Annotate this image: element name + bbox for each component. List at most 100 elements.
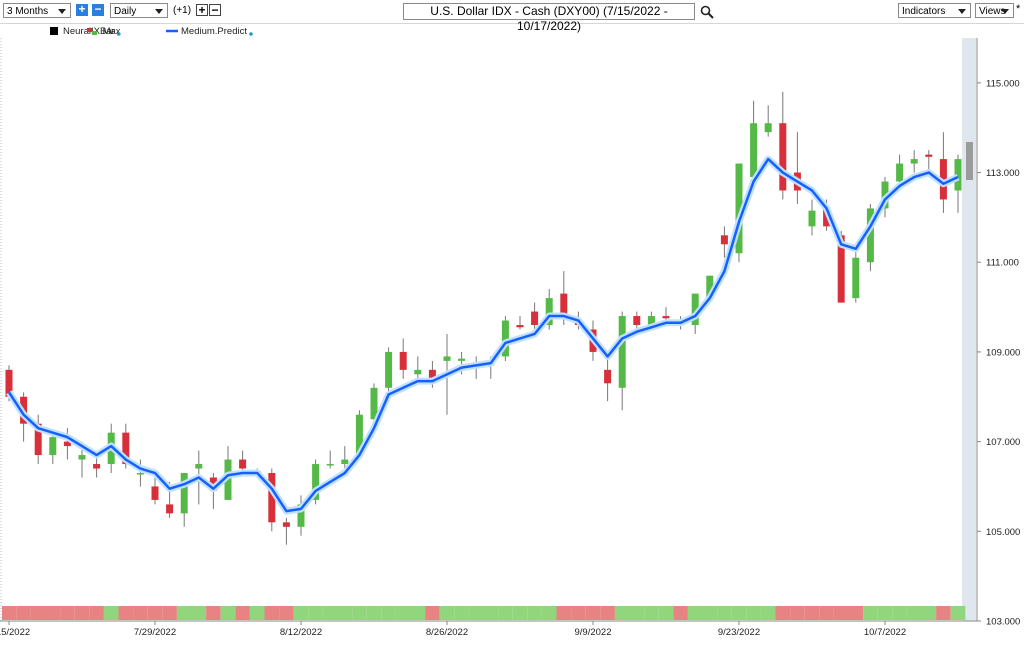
signal-cell	[454, 606, 469, 620]
candle-body	[414, 369, 422, 375]
candle-body	[443, 356, 451, 361]
signal-cell	[629, 606, 645, 620]
candle-body	[93, 464, 101, 469]
x-tick-label: 10/7/2022	[864, 627, 906, 638]
scroll-area	[962, 38, 976, 621]
signal-cell	[366, 606, 382, 620]
x-tick-label: 9/23/2022	[718, 627, 760, 638]
candle-body	[647, 316, 655, 326]
signal-cell	[293, 606, 309, 620]
signal-cell	[950, 606, 966, 620]
signal-cell	[600, 606, 615, 620]
signal-cell	[804, 606, 820, 620]
candle-body	[49, 437, 57, 456]
y-tick-label: 111.000	[986, 258, 1019, 269]
y-tick-label: 103.000	[986, 617, 1020, 628]
candle-body	[604, 369, 612, 384]
legend-dot	[116, 32, 121, 36]
signal-cell	[162, 606, 177, 620]
signal-cell	[2, 606, 17, 620]
offset-plus[interactable]: +	[196, 4, 208, 16]
candle-body	[925, 154, 933, 157]
candle-body	[458, 358, 466, 361]
candle-body	[896, 163, 904, 182]
signal-cell	[906, 606, 922, 620]
legend-label: Bar	[100, 26, 115, 37]
x-tick-label: 8/12/2022	[280, 627, 322, 638]
candle-body	[764, 123, 772, 133]
candle-body	[837, 235, 845, 303]
candle-body	[531, 311, 539, 326]
candle-body	[355, 414, 363, 456]
candle-body	[852, 257, 860, 299]
x-tick-label: 9/9/2022	[575, 627, 612, 638]
signal-cell	[468, 606, 484, 620]
candle-body	[78, 455, 86, 460]
signal-cell	[746, 606, 761, 620]
signal-cell	[89, 606, 104, 620]
candle-body	[239, 459, 247, 469]
interval-select[interactable]: Daily	[110, 3, 168, 18]
signal-cell	[249, 606, 265, 620]
signal-cell	[60, 606, 75, 620]
legend-label: Medium.Predict	[181, 26, 247, 37]
candle-body	[545, 298, 553, 326]
candle-body	[341, 459, 349, 465]
signal-cell	[352, 606, 367, 620]
candle-body	[282, 522, 290, 527]
signal-cell	[118, 606, 134, 620]
signal-cell	[790, 606, 805, 620]
signal-cell	[439, 606, 455, 620]
signal-cell	[381, 606, 396, 620]
predict-glow	[6, 155, 960, 515]
y-tick-label: 105.000	[986, 527, 1020, 538]
zoom-in[interactable]: +	[76, 3, 88, 16]
signal-cell	[45, 606, 61, 620]
signal-cell	[936, 606, 951, 620]
signal-cell	[264, 606, 280, 620]
candle-body	[691, 293, 699, 326]
views-select[interactable]: Views	[975, 3, 1014, 18]
candle-body	[954, 159, 962, 191]
offset-minus[interactable]: −	[209, 4, 221, 16]
candle-body	[516, 325, 524, 328]
candle-body	[706, 275, 714, 299]
candle-body	[939, 159, 947, 200]
legend-dot	[249, 32, 253, 36]
x-tick-label: 8/26/2022	[426, 627, 468, 638]
signal-cell	[833, 606, 849, 620]
y-tick-label: 115.000	[986, 78, 1020, 89]
signal-cell	[687, 606, 703, 620]
signal-cell	[147, 606, 163, 620]
candle-body	[866, 208, 874, 263]
signal-cell	[863, 606, 878, 620]
signal-cell	[673, 606, 688, 620]
signal-cell	[279, 606, 294, 620]
candle-body	[501, 320, 509, 357]
signal-cell	[395, 606, 411, 620]
signal-cell	[571, 606, 586, 620]
signal-cell	[527, 606, 542, 620]
period-select[interactable]: 3 Months	[3, 3, 71, 18]
candle-body	[618, 316, 626, 388]
y-tick-label: 107.000	[986, 437, 1020, 448]
candle-body	[122, 432, 130, 465]
signal-cell	[103, 606, 119, 620]
signal-cell	[512, 606, 528, 620]
signal-cell	[877, 606, 893, 620]
signal-cell	[658, 606, 674, 620]
candle-body	[151, 486, 159, 500]
signal-cell	[410, 606, 426, 620]
offset: (+1)	[173, 5, 192, 16]
candle-body	[166, 504, 174, 514]
search-icon[interactable]	[700, 5, 714, 19]
indicators-select[interactable]: Indicators	[898, 3, 971, 18]
signal-cell	[819, 606, 834, 620]
y-tick-label: 109.000	[986, 347, 1020, 358]
zoom-out[interactable]: −	[92, 3, 104, 16]
candle-body	[5, 369, 13, 397]
scroll-handle[interactable]	[966, 142, 973, 180]
candle-body	[63, 441, 71, 447]
